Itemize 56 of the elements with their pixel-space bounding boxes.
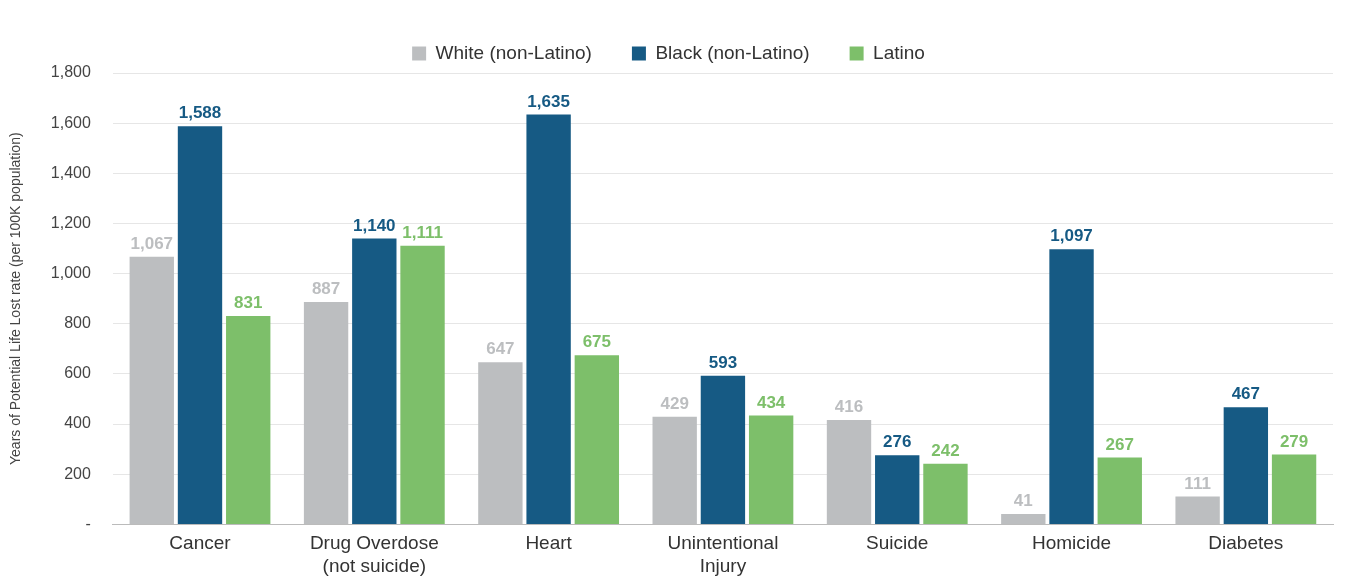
data-label: 1,111: [402, 222, 443, 242]
data-label: 1,588: [178, 103, 222, 123]
legend-label: Black (non-Latino): [655, 41, 810, 63]
data-label: 831: [234, 293, 263, 313]
legend-label: Latino: [873, 41, 925, 63]
data-label: 111: [1184, 473, 1211, 493]
data-label: 1,140: [353, 215, 396, 235]
y-tick-label: 400: [64, 414, 91, 432]
x-tick-label: Suicide: [866, 532, 929, 554]
y-tick-label: 1,600: [50, 113, 91, 131]
y-tick-label: 600: [64, 364, 91, 382]
y-tick-label: 1,000: [50, 264, 91, 282]
y-tick-label: 1,200: [50, 213, 91, 231]
x-tick-label: Heart: [525, 532, 573, 554]
data-label: 887: [311, 279, 341, 299]
data-label: 242: [931, 440, 960, 460]
bar: [526, 114, 571, 524]
bar: [700, 375, 746, 524]
data-label: 1,067: [130, 234, 174, 254]
data-label: 41: [1013, 491, 1033, 511]
data-label: 429: [660, 394, 689, 413]
x-tick-label: Cancer: [169, 532, 232, 554]
bar: [1097, 457, 1142, 524]
x-tick-label: Unintentional Injury: [667, 532, 779, 576]
data-label: 276: [883, 432, 912, 452]
y-tick-label: 1,400: [50, 163, 91, 181]
bar: [574, 355, 620, 524]
bar: [400, 245, 445, 524]
bar: [1223, 407, 1269, 524]
bar: [748, 415, 794, 524]
data-label: 279: [1279, 431, 1309, 451]
bar: [1049, 249, 1094, 524]
y-tick-label: 200: [64, 464, 91, 482]
y-tick-label: -: [85, 514, 91, 532]
bar: [352, 238, 397, 524]
x-tick-label: Drug Overdose (not suicide): [309, 532, 439, 576]
data-label: 1,635: [527, 91, 570, 111]
bar: [875, 455, 920, 524]
legend-label: White (non-Latino): [435, 41, 592, 63]
bar: [1271, 454, 1317, 524]
bar: [177, 126, 223, 524]
x-tick-label: Diabetes: [1208, 532, 1284, 554]
bar: [923, 463, 968, 524]
data-label: 434: [756, 392, 786, 412]
x-tick-label: Homicide: [1031, 532, 1112, 554]
data-label: 675: [582, 332, 612, 352]
y-tick-label: 1,800: [50, 63, 91, 81]
data-label: 467: [1231, 384, 1261, 404]
data-label: 1,097: [1050, 226, 1093, 246]
y-tick-label: 800: [64, 314, 91, 332]
bar: [226, 316, 271, 524]
data-label: 647: [486, 339, 515, 359]
data-label: 267: [1105, 434, 1134, 454]
data-label: 416: [834, 397, 864, 417]
y-axis-title: Years of Potential Life Lost rate (per 100K population): [7, 132, 24, 465]
data-label: 593: [708, 352, 738, 372]
